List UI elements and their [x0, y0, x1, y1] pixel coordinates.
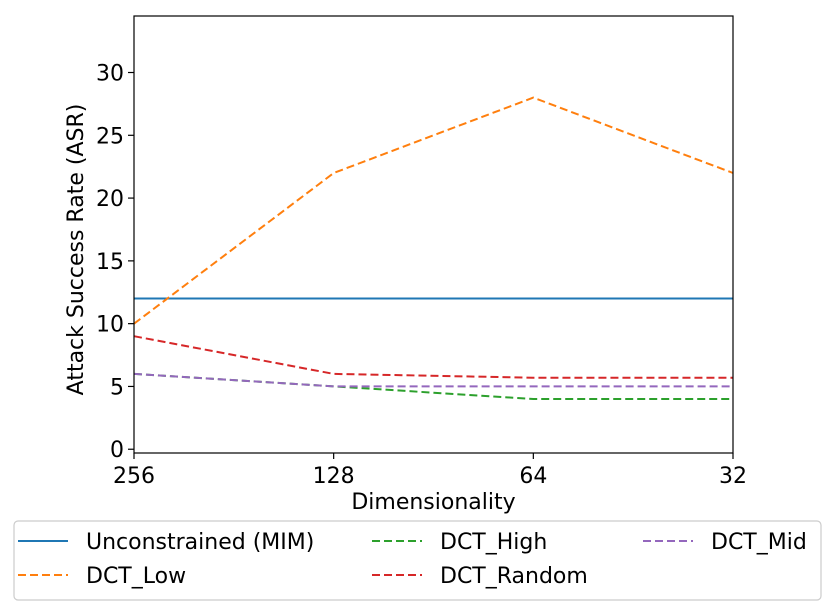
series-line-dct-random [133, 335, 733, 379]
legend-label: DCT_Random [440, 564, 588, 589]
plot-frame [133, 15, 734, 454]
y-tick-label: 30 [96, 62, 124, 87]
legend-label: DCT_High [440, 530, 547, 555]
axes: 256 128 64 32 0 5 10 15 20 25 30 [96, 15, 747, 489]
x-tick-label: 64 [519, 464, 547, 489]
legend-box [13, 520, 822, 601]
y-tick-label: 10 [96, 313, 124, 338]
y-tick-label: 5 [110, 375, 124, 400]
series-line-dct-low [133, 96, 734, 325]
x-tick-label: 128 [313, 464, 355, 489]
y-axis-label: Attack Success Rate (ASR) [64, 104, 89, 396]
legend-label: Unconstrained (MIM) [86, 530, 314, 555]
y-tick-label: 15 [96, 250, 124, 275]
series-line-dct-mid [133, 372, 733, 388]
x-tick-label: 32 [719, 464, 747, 489]
y-tick-label: 0 [110, 438, 124, 463]
legend-label: DCT_Mid [711, 530, 807, 555]
x-axis-label: Dimensionality [351, 490, 515, 515]
x-tick-label: 256 [113, 464, 155, 489]
legend: Unconstrained (MIM) DCT_Low DCT_High DCT_Ra… [13, 520, 822, 601]
plot-area [133, 96, 734, 400]
y-tick-label: 20 [96, 187, 124, 212]
y-tick-label: 25 [96, 124, 124, 149]
legend-label: DCT_Low [86, 564, 186, 589]
